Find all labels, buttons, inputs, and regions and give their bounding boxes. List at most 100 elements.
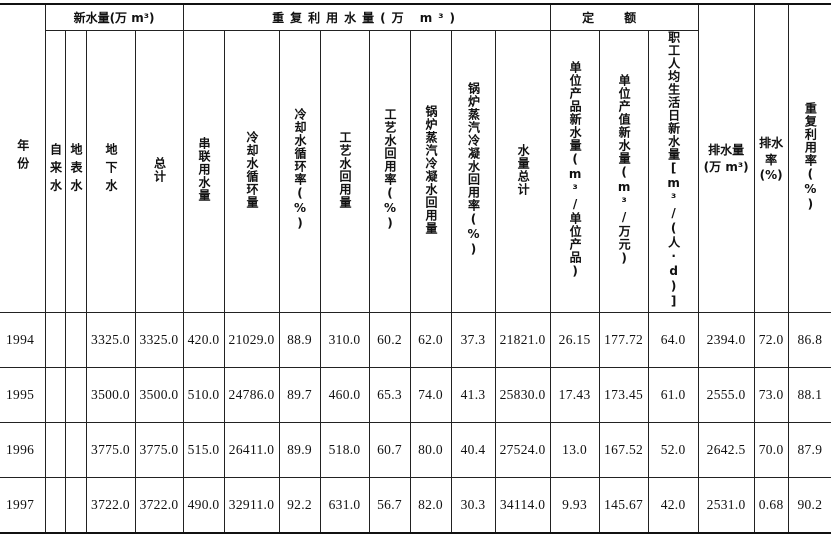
header-reuse-3: 工艺水回用量 [319,29,370,313]
table-cell: 56.7 [368,476,411,533]
header-reuse-2-label: 冷却水循环率(%) [293,108,308,231]
table-cell: 89.9 [278,421,321,478]
header-new-water-1-label: 地表水 [69,142,83,197]
table-cell: 72.0 [753,311,789,368]
header-reuse-6-label: 锅炉蒸汽冷凝水回用率(%) [466,82,481,257]
table-cell: 2531.0 [697,476,755,533]
table-cell: 3500.0 [85,366,136,423]
table-cell: 3775.0 [134,421,184,478]
table-cell: 64.0 [647,311,699,368]
header-new-water-0: 自来水 [45,29,66,313]
table-cell: 88.1 [787,366,831,423]
table-cell: 41.3 [450,366,496,423]
table-cell: 13.0 [549,421,600,478]
table-cell: 9.93 [549,476,600,533]
table-cell: 37.3 [450,311,496,368]
header-quota-2: 职工人均生活日新水量[m³/(人·d)] [647,29,699,313]
year-cell: 1997 [0,476,46,533]
table-cell: 21029.0 [223,311,280,368]
table-cell: 27524.0 [494,421,551,478]
header-new-water-2: 地下水 [85,29,136,313]
header-year-label: 年份 [15,138,30,175]
table-cell: 510.0 [182,366,225,423]
header-reuse-rate: 重复利用率(%) [787,3,831,313]
header-reuse-4: 工艺水回用率(%) [368,29,411,313]
table-cell: 518.0 [319,421,370,478]
header-reuse-0: 串联用水量 [182,29,225,313]
table-cell: 3775.0 [85,421,136,478]
header-quota-group: 定额 [549,3,699,31]
table-cell: 173.45 [598,366,649,423]
header-reuse-7-label: 水量总计 [516,143,531,196]
table-cell: 26411.0 [223,421,280,478]
header-new-water-3-label: 总计 [152,156,167,183]
header-reuse-6: 锅炉蒸汽冷凝水回用率(%) [450,29,496,313]
header-quota-group-label: 定额 [582,10,667,25]
table-cell: 40.4 [450,421,496,478]
table-cell [44,311,66,368]
table-cell: 167.52 [598,421,649,478]
header-new-water-0-label: 自来水 [48,142,63,197]
table-cell: 26.15 [549,311,600,368]
header-quota-0: 单位产品新水量(m³/单位产品) [549,29,600,313]
table-cell: 86.8 [787,311,831,368]
table-cell: 73.0 [753,366,789,423]
table-cell: 60.2 [368,311,411,368]
header-new-water-1: 地表水 [64,29,87,313]
year-cell: 1995 [0,366,46,423]
table-cell: 3500.0 [134,366,184,423]
header-reuse-0-label: 串联用水量 [197,137,212,202]
table-cell [64,366,87,423]
table-cell: 17.43 [549,366,600,423]
header-quota-1: 单位产值新水量(m³/万元) [598,29,649,313]
table-cell: 74.0 [409,366,452,423]
table-cell: 61.0 [647,366,699,423]
water-usage-table: 年份 新水量(万 m³) 重复利用水量(万 m³) 定额 排水量(万 m³) 排… [0,3,831,534]
table-cell: 2642.5 [697,421,755,478]
table-cell: 65.3 [368,366,411,423]
table-cell: 89.7 [278,366,321,423]
table-cell [64,421,87,478]
table-cell: 90.2 [787,476,831,533]
table-cell: 490.0 [182,476,225,533]
table-row: 1994 3325.0 3325.0 420.0 21029.0 88.9 310.0 60.… [0,311,831,368]
table-cell: 3722.0 [134,476,184,533]
table-row: 1995 3500.0 3500.0 510.0 24786.0 89.7 460.0 65.… [0,366,831,423]
header-quota-0-label: 单位产品新水量(m³/单位产品) [568,60,583,279]
table-cell: 92.2 [278,476,321,533]
table-cell: 30.3 [450,476,496,533]
table-cell: 52.0 [647,421,699,478]
header-quota-2-label: 职工人均生活日新水量[m³/(人·d)] [666,30,681,309]
header-reuse-1: 冷却水循环量 [223,29,280,313]
header-reuse-group: 重复利用水量(万 m³) [182,3,551,31]
header-reuse-4-label: 工艺水回用率(%) [383,108,398,231]
table-cell [64,311,87,368]
header-reuse-7: 水量总计 [494,29,551,313]
table-cell: 82.0 [409,476,452,533]
table-cell: 87.9 [787,421,831,478]
table-cell: 32911.0 [223,476,280,533]
table-cell: 460.0 [319,366,370,423]
table-cell: 34114.0 [494,476,551,533]
header-reuse-5-label: 锅炉蒸汽冷凝水回用量 [424,104,439,235]
table-cell: 88.9 [278,311,321,368]
table-row: 1997 3722.0 3722.0 490.0 32911.0 92.2 631.0 56.… [0,476,831,533]
table-cell: 177.72 [598,311,649,368]
table-cell: 2394.0 [697,311,755,368]
table-cell: 42.0 [647,476,699,533]
header-reuse-2: 冷却水循环率(%) [278,29,321,313]
table-cell [44,476,66,533]
header-quota-1-label: 单位产值新水量(m³/万元) [617,73,632,266]
table-cell: 80.0 [409,421,452,478]
table-cell: 310.0 [319,311,370,368]
table-row: 1996 3775.0 3775.0 515.0 26411.0 89.9 518.0 60.… [0,421,831,478]
table-cell: 25830.0 [494,366,551,423]
year-cell: 1996 [0,421,46,478]
table-cell: 420.0 [182,311,225,368]
header-reuse-5: 锅炉蒸汽冷凝水回用量 [409,29,452,313]
header-reuse-3-label: 工艺水回用量 [338,130,353,209]
table-cell: 60.7 [368,421,411,478]
header-reuse-rate-label: 重复利用率(%) [803,101,818,212]
table-cell: 3325.0 [85,311,136,368]
table-cell: 3325.0 [134,311,184,368]
